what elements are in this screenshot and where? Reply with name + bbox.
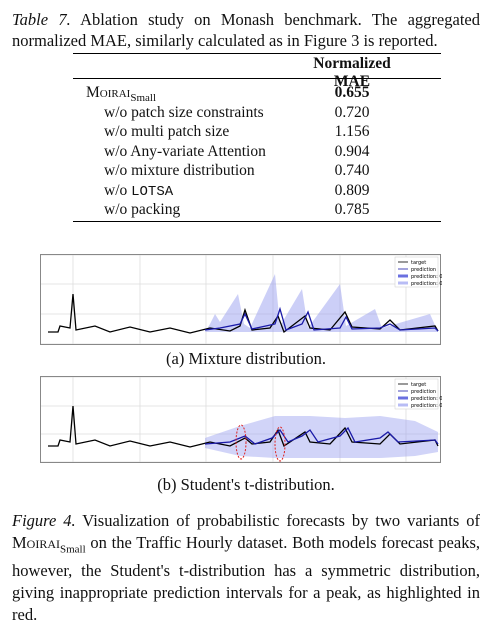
table-row: w/o mixture distribution 0.740 xyxy=(0,162,492,182)
row-label: w/o patch size constraints xyxy=(104,103,264,121)
model-subscript: Small xyxy=(60,543,86,556)
row-name: w/o LOTSA xyxy=(104,182,173,200)
row-name: w/o multi patch size xyxy=(104,123,229,141)
panel-caption: (a) Mixture distribution. xyxy=(166,349,326,368)
table-row: MoiraiSmall 0.655 xyxy=(0,84,492,104)
legend-label: prediction: 0.9 xyxy=(411,281,442,287)
table-row: w/o multi patch size 1.156 xyxy=(0,123,492,143)
row-label: w/o mixture distribution xyxy=(104,162,255,179)
row-name: w/o mixture distribution xyxy=(104,162,255,180)
caption-text: Ablation study on Monash benchmark. The … xyxy=(12,10,480,50)
figure-caption: Figure 4. Visualization of probabilistic… xyxy=(12,510,480,626)
rule xyxy=(73,78,441,79)
row-subscript: Small xyxy=(130,92,157,105)
row-label: w/o multi patch size xyxy=(104,123,230,140)
model-name: Moirai xyxy=(12,533,60,552)
caption-label: Figure 4. xyxy=(12,511,76,530)
row-value: 0.720 xyxy=(334,103,370,121)
row-label: Moirai xyxy=(86,84,131,101)
row-name: w/o patch size constraints xyxy=(104,104,264,122)
row-label: w/o packing xyxy=(104,201,181,218)
row-value: 0.785 xyxy=(334,201,370,218)
row-code: LOTSA xyxy=(131,183,174,200)
row-name: MoiraiSmall xyxy=(86,84,156,104)
row-name: w/o Any-variate Attention xyxy=(104,143,266,161)
table-row: w/o LOTSA 0.809 xyxy=(0,182,492,202)
legend-label: prediction xyxy=(411,267,436,273)
panel-caption: (b) Student's t-distribution. xyxy=(157,475,335,494)
legend-label: target xyxy=(411,382,426,388)
legend-label: target xyxy=(411,260,426,266)
row-name: w/o packing xyxy=(104,201,180,219)
legend-label: prediction: 0.5 xyxy=(411,396,442,402)
row-value: 0.809 xyxy=(334,181,370,199)
table-row: w/o packing 0.785 xyxy=(0,201,492,221)
table-caption: Table 7. Ablation study on Monash benchm… xyxy=(12,9,480,51)
caption-text: on the Traffic Hourly dataset. Both mode… xyxy=(12,533,480,625)
rule xyxy=(73,221,441,222)
legend-label: prediction xyxy=(411,389,436,395)
caption-text: Visualization of probabilistic forecasts… xyxy=(82,511,481,530)
table-header: Normalized MAE xyxy=(313,55,391,90)
row-value: 0.655 xyxy=(334,84,370,101)
rule xyxy=(73,53,441,54)
legend-label: prediction: 0.5 xyxy=(411,274,442,280)
row-label: w/o xyxy=(104,181,128,199)
caption-label: Table 7. xyxy=(12,10,71,29)
row-value: 0.904 xyxy=(334,142,370,160)
row-value: 0.740 xyxy=(334,162,370,179)
row-value: 1.156 xyxy=(334,123,370,140)
row-label: w/o Any-variate Attention xyxy=(104,142,266,160)
table-row: w/o patch size constraints 0.720 xyxy=(0,104,492,124)
table-row: w/o Any-variate Attention 0.904 xyxy=(0,143,492,163)
legend-label: prediction: 0.9 xyxy=(411,403,442,409)
